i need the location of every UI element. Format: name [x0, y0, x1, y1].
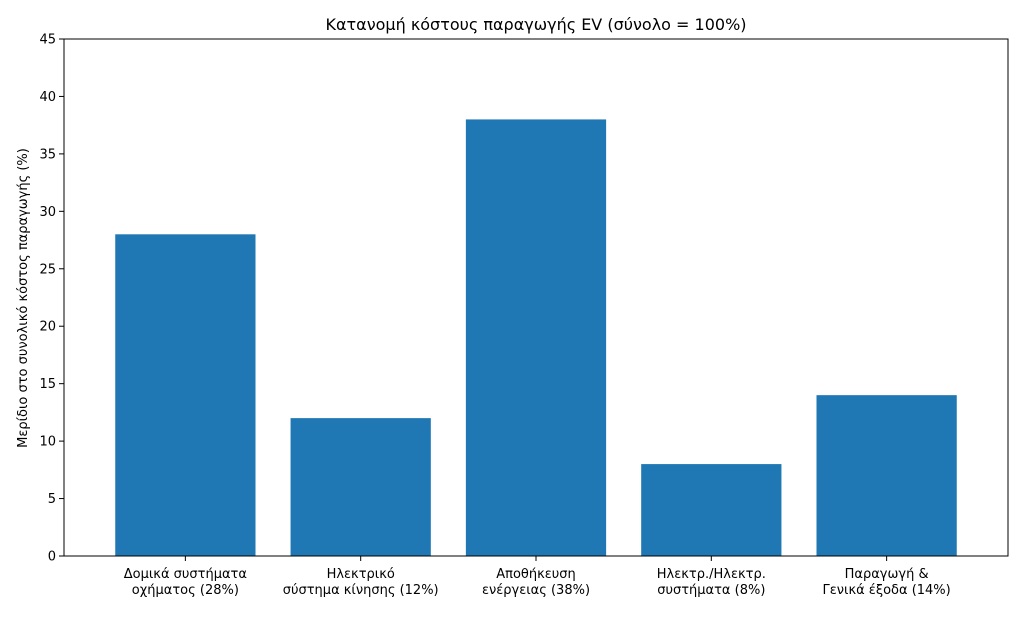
- bar-3: [465, 119, 607, 557]
- x-tick-label-line: Ηλεκτρικό: [327, 567, 395, 582]
- bar-2: [290, 418, 431, 556]
- y-tick-label: 40: [39, 90, 56, 105]
- y-tick-label: 10: [39, 435, 56, 450]
- x-tick-label: Αποθήκευση ενέργειας (38%): [482, 567, 590, 598]
- y-tick-label: 0: [48, 550, 56, 565]
- y-axis-label: Μερίδιο στο συνολικό κόστος παραγωγής (%…: [16, 148, 31, 448]
- x-tick-label-line: συστήματα (8%): [657, 583, 765, 598]
- y-tick-label: 30: [39, 205, 56, 220]
- x-tick-label-line: Ηλεκτρ./Ηλεκτρ.: [657, 567, 766, 582]
- x-tick-label-line: σύστημα κίνησης (12%): [283, 583, 439, 598]
- y-tick-label: 20: [39, 320, 56, 335]
- x-tick-label-line: Παραγωγή &: [845, 567, 929, 582]
- y-tick-label: 25: [39, 262, 56, 277]
- y-tick-label: 45: [39, 33, 56, 48]
- y-tick-label: 5: [48, 492, 56, 507]
- x-tick-label-line: ενέργειας (38%): [482, 583, 590, 598]
- x-tick-label-line: οχήματος (28%): [132, 583, 239, 598]
- bar-4: [641, 464, 782, 556]
- x-tick-label-line: Αποθήκευση: [496, 567, 576, 582]
- x-tick-label: Δομικά συστήματα οχήματος (28%): [124, 567, 247, 598]
- chart-title: Κατανομή κόστους παραγωγής EV (σύνολο = …: [325, 15, 746, 34]
- x-axis-ticks: Δομικά συστήματα οχήματος (28%)Ηλεκτρικό σ…: [124, 556, 951, 598]
- x-tick-label: Ηλεκτρικό σύστημα κίνησης (12%): [283, 567, 439, 598]
- y-tick-label: 35: [39, 147, 56, 162]
- bars-layer: [115, 119, 957, 557]
- x-tick-label: Ηλεκτρ./Ηλεκτρ. συστήματα (8%): [657, 567, 766, 598]
- x-tick-label-line: Γενικά έξοδα (14%): [823, 583, 951, 598]
- bar-5: [816, 395, 957, 556]
- x-tick-label: Παραγωγή & Γενικά έξοδα (14%): [823, 567, 951, 598]
- plot-frame: [63, 38, 1009, 557]
- y-axis-ticks: 0 5 10 15 20 25 30 35 40 45: [39, 33, 64, 565]
- bar-1: [115, 234, 256, 556]
- x-tick-label-line: Δομικά συστήματα: [124, 567, 247, 582]
- y-tick-label: 15: [39, 377, 56, 392]
